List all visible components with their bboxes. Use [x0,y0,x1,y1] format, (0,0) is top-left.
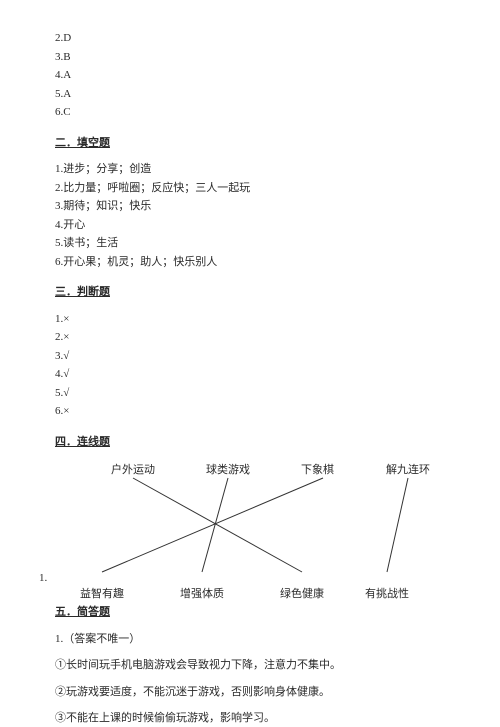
fill-item: 5.读书；生活 [55,235,445,252]
match-bottom-item: 有挑战性 [365,586,409,603]
matching-diagram: 户外运动 球类游戏 下象棋 解九连环 1. 益智有趣 增强体质 绿色健康 有挑战… [55,460,435,590]
judge-item: 6.× [55,403,445,420]
section-heading-judge: 三．判断题 [55,284,445,301]
matching-lines-svg [55,460,435,590]
judge-item: 3.√ [55,348,445,365]
short-answers: 1.（答案不唯一） ①长时间玩手机电脑游戏会导致视力下降，注意力不集中。 ②玩游… [55,631,445,727]
heading-text: 二．填空题 [55,137,110,149]
mc-item: 2.D [55,30,445,47]
section-heading-short: 五．简答题 [55,604,445,621]
judge-item: 1.× [55,311,445,328]
short-lead: 1.（答案不唯一） [55,631,445,648]
mc-item: 3.B [55,49,445,66]
short-item: ③不能在上课的时候偷偷玩游戏，影响学习。 [55,710,445,727]
section-heading-match: 四．连线题 [55,434,445,451]
fill-item: 2.比力量；呼啦圈；反应快；三人一起玩 [55,180,445,197]
fill-item: 6.开心果；机灵；助人；快乐别人 [55,254,445,271]
mc-item: 6.C [55,104,445,121]
fill-answers: 1.进步；分享；创造 2.比力量；呼啦圈；反应快；三人一起玩 3.期待；知识；快… [55,161,445,270]
fill-item: 4.开心 [55,217,445,234]
matching-number: 1. [39,570,47,587]
match-bottom-item: 益智有趣 [80,586,124,603]
heading-text: 四．连线题 [55,436,110,448]
mc-item: 4.A [55,67,445,84]
short-item: ①长时间玩手机电脑游戏会导致视力下降，注意力不集中。 [55,657,445,674]
mc-answers: 2.D 3.B 4.A 5.A 6.C [55,30,445,121]
heading-text: 三．判断题 [55,286,110,298]
short-item: ②玩游戏要适度，不能沉迷于游戏，否则影响身体健康。 [55,684,445,701]
mc-item: 5.A [55,86,445,103]
judge-item: 4.√ [55,366,445,383]
judge-answers: 1.× 2.× 3.√ 4.√ 5.√ 6.× [55,311,445,420]
heading-text: 五．简答题 [55,606,110,618]
section-heading-fill: 二．填空题 [55,135,445,152]
fill-item: 3.期待；知识；快乐 [55,198,445,215]
fill-item: 1.进步；分享；创造 [55,161,445,178]
judge-item: 5.√ [55,385,445,402]
match-bottom-item: 增强体质 [180,586,224,603]
judge-item: 2.× [55,329,445,346]
match-bottom-item: 绿色健康 [280,586,324,603]
